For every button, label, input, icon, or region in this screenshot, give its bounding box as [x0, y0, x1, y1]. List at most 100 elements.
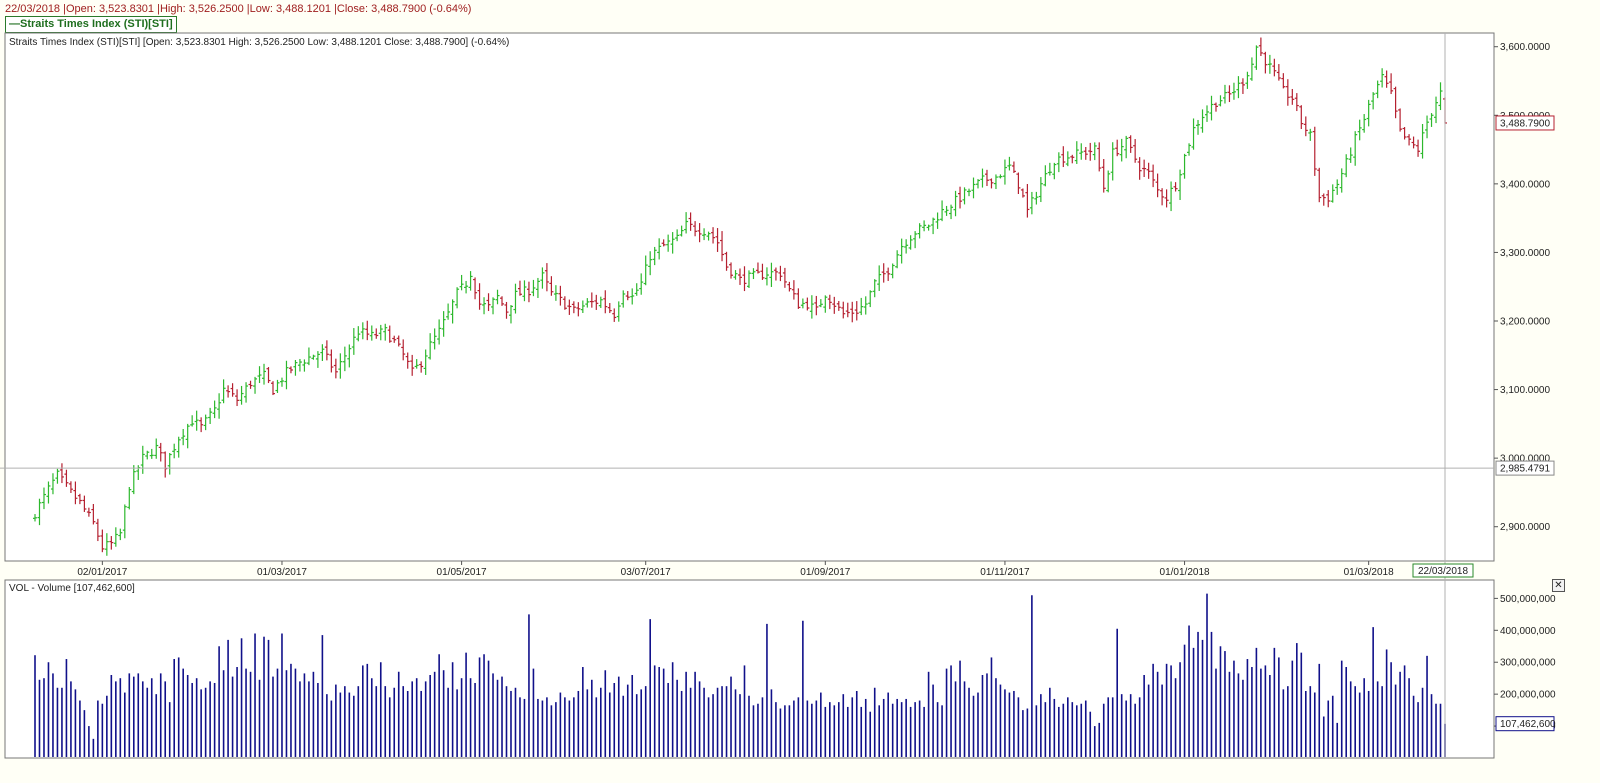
ohlc-bar: [423, 349, 428, 375]
ohlc-bar: [1267, 54, 1272, 74]
ohlc-bar: [769, 262, 774, 287]
ohlc-bar: [787, 281, 792, 292]
volume-y-tick-label: 500,000,000: [1500, 594, 1556, 605]
ohlc-bar: [239, 385, 244, 405]
ohlc-bar: [333, 358, 338, 379]
close-volume-panel-button[interactable]: ✕: [1552, 579, 1565, 592]
date-tick-label: 03/07/2017: [621, 567, 671, 578]
ohlc-bar: [1290, 88, 1295, 105]
ohlc-bar: [1110, 142, 1115, 181]
ohlc-bar: [217, 393, 222, 419]
volume-caption: VOL - Volume [107,462,600]: [9, 583, 135, 594]
ohlc-bar: [1389, 73, 1394, 95]
ohlc-bar: [167, 452, 172, 475]
ohlc-bar: [625, 291, 630, 301]
price-plot-area[interactable]: [4, 32, 1495, 562]
ohlc-bar: [1236, 76, 1241, 99]
ohlc-bar: [675, 229, 680, 242]
ohlc-bar: [1025, 184, 1030, 218]
ohlc-bar: [967, 188, 972, 197]
ohlc-bar: [1240, 78, 1245, 94]
ohlc-bar: [1083, 146, 1088, 160]
ohlc-bar: [383, 323, 388, 341]
ohlc-bar: [1034, 191, 1039, 205]
ohlc-bar: [324, 340, 329, 361]
ohlc-bar: [522, 280, 527, 302]
ohlc-bar: [1065, 151, 1070, 167]
ohlc-bar: [778, 265, 783, 282]
ohlc-bar: [742, 266, 747, 292]
ohlc-bar: [387, 325, 392, 343]
ohlc-bar: [800, 298, 805, 309]
ohlc-bar: [64, 469, 69, 487]
ohlc-bar: [1326, 190, 1331, 208]
ohlc-bar: [1393, 86, 1398, 119]
ohlc-bar: [940, 200, 945, 222]
ohlc-bar: [297, 358, 302, 372]
ohlc-bar: [199, 417, 204, 433]
ohlc-bar: [1402, 127, 1407, 140]
ohlc-bar: [868, 290, 873, 308]
ohlc-bar: [1411, 136, 1416, 149]
ohlc-bar: [315, 351, 320, 368]
crosshair-price-flag-box: [1495, 460, 1555, 476]
ohlc-bar: [495, 289, 500, 305]
ohlc-bar: [491, 297, 496, 315]
ohlc-bar: [1312, 126, 1317, 176]
ohlc-bar: [392, 335, 397, 343]
ohlc-bar: [163, 451, 168, 478]
ohlc-bar: [666, 234, 671, 252]
ohlc-bar: [33, 514, 37, 522]
ohlc-bar: [262, 363, 267, 385]
ohlc-bar: [1299, 105, 1304, 130]
ohlc-bar: [1196, 119, 1201, 135]
series-legend-button[interactable]: —Straits Times Index (STI)[STI]: [5, 16, 177, 33]
ohlc-bar: [149, 448, 154, 459]
ohlc-bar: [715, 228, 720, 252]
ohlc-bar: [1434, 96, 1439, 124]
ohlc-bar: [109, 536, 114, 550]
ohlc-bar: [850, 301, 855, 323]
ohlc-bar: [279, 377, 284, 387]
date-tick-label: 01/03/2018: [1344, 567, 1394, 578]
ohlc-bar: [1303, 116, 1308, 137]
ohlc-bar: [697, 223, 702, 243]
ohlc-bar: [311, 354, 316, 360]
ohlc-bar: [253, 376, 258, 394]
date-tick-label: 01/05/2017: [437, 567, 487, 578]
ohlc-bar: [374, 328, 379, 339]
ohlc-bar: [922, 220, 927, 232]
ohlc-bar: [1371, 92, 1376, 110]
ohlc-bar: [473, 277, 478, 300]
ohlc-bar: [1335, 179, 1340, 195]
ohlc-bar: [46, 481, 51, 504]
ohlc-bar: [1200, 109, 1205, 133]
price-y-tick-label: 3,400.0000: [1500, 179, 1550, 190]
ohlc-bar: [1407, 134, 1412, 146]
ohlc-bar: [190, 415, 195, 427]
ohlc-bar: [544, 263, 549, 292]
crosshair-price-flag-text: 2,985.4791: [1500, 464, 1550, 475]
ohlc-bar: [652, 246, 657, 266]
ohlc-bar: [428, 333, 433, 360]
price-caption: Straits Times Index (STI)[STI] [Open: 3,…: [9, 37, 509, 48]
last-volume-flag-text: 107,462,600: [1500, 719, 1556, 730]
ohlc-bar: [208, 407, 213, 424]
ohlc-bar: [1258, 37, 1263, 57]
ohlc-bar: [1155, 173, 1160, 198]
ohlc-bar: [760, 263, 765, 280]
ohlc-bar: [1029, 191, 1034, 215]
ohlc-bar: [176, 436, 181, 458]
ohlc-bar: [270, 381, 275, 396]
ohlc-bar: [284, 360, 289, 390]
ohlc-bar: [1092, 142, 1097, 161]
ohlc-bar: [553, 285, 558, 301]
ohlc-bar: [908, 235, 913, 250]
ohlc-bar: [598, 296, 603, 309]
ohlc-bar: [320, 344, 325, 361]
ohlc-bar: [751, 268, 756, 280]
ohlc-bar: [1088, 142, 1093, 161]
ohlc-bar: [1137, 157, 1142, 180]
ohlc-bar: [711, 227, 716, 244]
